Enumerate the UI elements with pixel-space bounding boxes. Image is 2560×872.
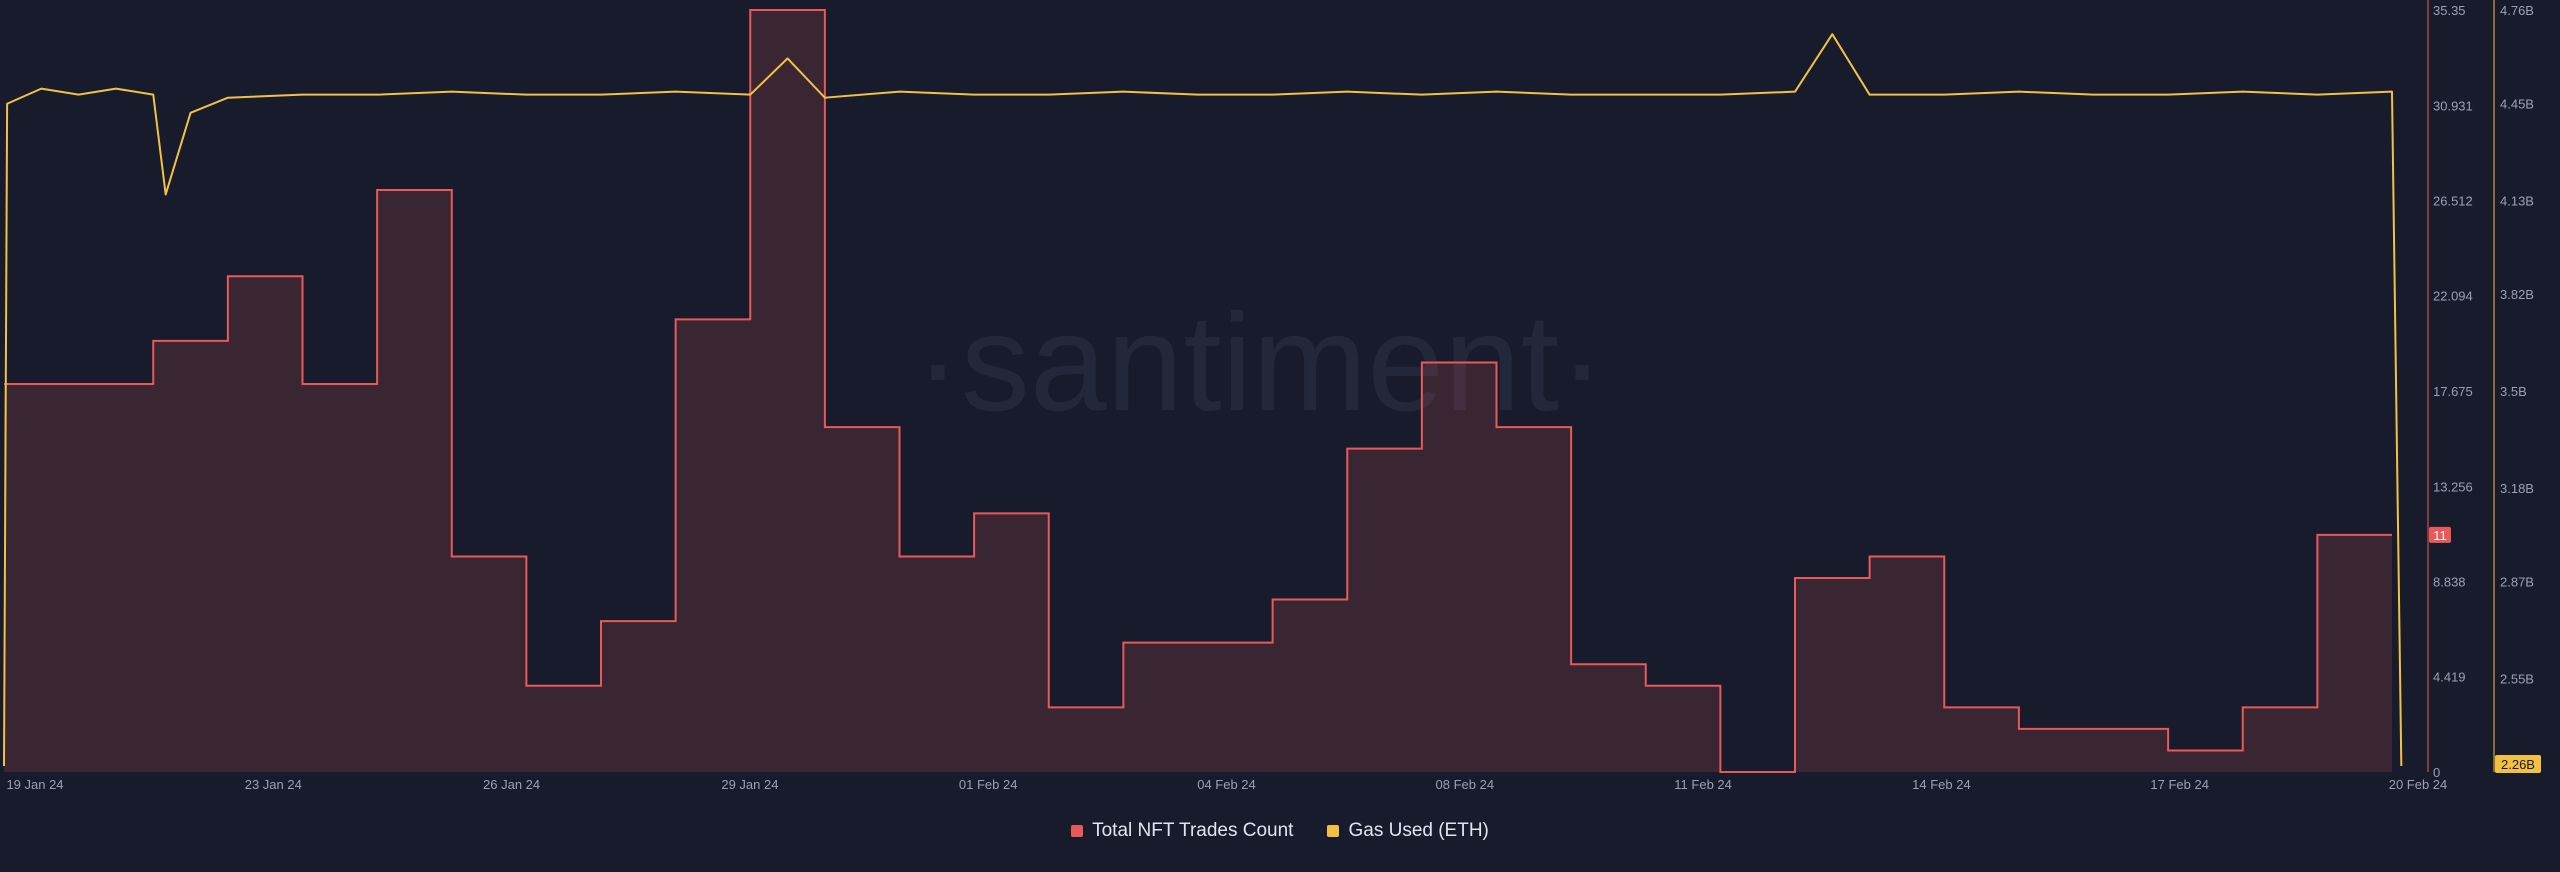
left-axis-tick-label: 8.838: [2433, 574, 2466, 589]
right-axis-tick-label: 3.18B: [2500, 481, 2534, 496]
left-axis-tick-label: 4.419: [2433, 670, 2466, 685]
x-axis-tick-label: 11 Feb 24: [1674, 777, 1732, 792]
left-axis-tick-label: 26.512: [2433, 194, 2473, 209]
x-axis-tick-label: 17 Feb 24: [2150, 777, 2209, 792]
x-axis-tick-label: 04 Feb 24: [1197, 777, 1256, 792]
left-axis-tick-label: 22.094: [2433, 289, 2473, 304]
trades-series-layer: [4, 9, 2392, 773]
trades-last-value-badge: [2429, 526, 2451, 543]
left-axis-tick-label: 17.675: [2433, 384, 2473, 399]
right-axis-tick-label: 4.13B: [2500, 194, 2534, 209]
legend-label-gas: Gas Used (ETH): [1348, 820, 1489, 841]
trades-last-value-label: 11: [2433, 528, 2447, 543]
right-axis-tick-label: 4.45B: [2500, 97, 2534, 112]
left-axis-tick-label: 0: [2433, 765, 2440, 780]
right-axis-tick-label: 3.5B: [2500, 384, 2527, 399]
right-axis-tick-label: 2.87B: [2500, 575, 2534, 590]
gas-line: [3, 33, 2403, 766]
right-axis-tick-label: 2.55B: [2500, 671, 2534, 686]
right-axis-tick-label: 3.82B: [2500, 287, 2534, 302]
x-axis-tick-label: 26 Jan 24: [483, 777, 540, 792]
legend-swatch-trades: [1071, 825, 1084, 837]
x-axis-tick-label: 29 Jan 24: [721, 777, 778, 792]
left-axis-tick-label: 35.35: [2433, 3, 2466, 18]
x-axis-tick-label: 20 Feb 24: [2389, 777, 2448, 792]
legend-label-trades: Total NFT Trades Count: [1092, 820, 1294, 841]
left-axis-tick-label: 30.931: [2433, 98, 2473, 113]
x-axis-tick-label: 19 Jan 24: [6, 777, 63, 792]
axes-layer: 0 4.419 8.838 13.256 17.675 22.094 26.512 30.93…: [6, 0, 2541, 792]
right-axis-tick-label: 4.76B: [2500, 3, 2534, 18]
legend-item-trades[interactable]: Total NFT Trades Count: [1071, 820, 1293, 842]
gas-last-value-label: 2.26B: [2501, 757, 2535, 772]
x-axis-tick-label: 23 Jan 24: [245, 777, 302, 792]
legend-item-gas[interactable]: Gas Used (ETH): [1327, 820, 1489, 842]
x-axis-tick-label: 14 Feb 24: [1912, 777, 1971, 792]
legend-swatch-gas: [1327, 825, 1340, 837]
trades-step-line: [4, 9, 2392, 773]
gas-series-layer: [3, 33, 2403, 766]
gas-last-value-badge: [2495, 755, 2541, 773]
chart-legend: Total NFT Trades Count Gas Used (ETH): [0, 820, 2560, 842]
x-axis-tick-label: 08 Feb 24: [1436, 777, 1495, 792]
santiment-watermark: ·santiment·: [915, 286, 1605, 440]
left-axis-tick-label: 13.256: [2433, 479, 2473, 494]
x-axis-tick-label: 01 Feb 24: [959, 777, 1018, 792]
